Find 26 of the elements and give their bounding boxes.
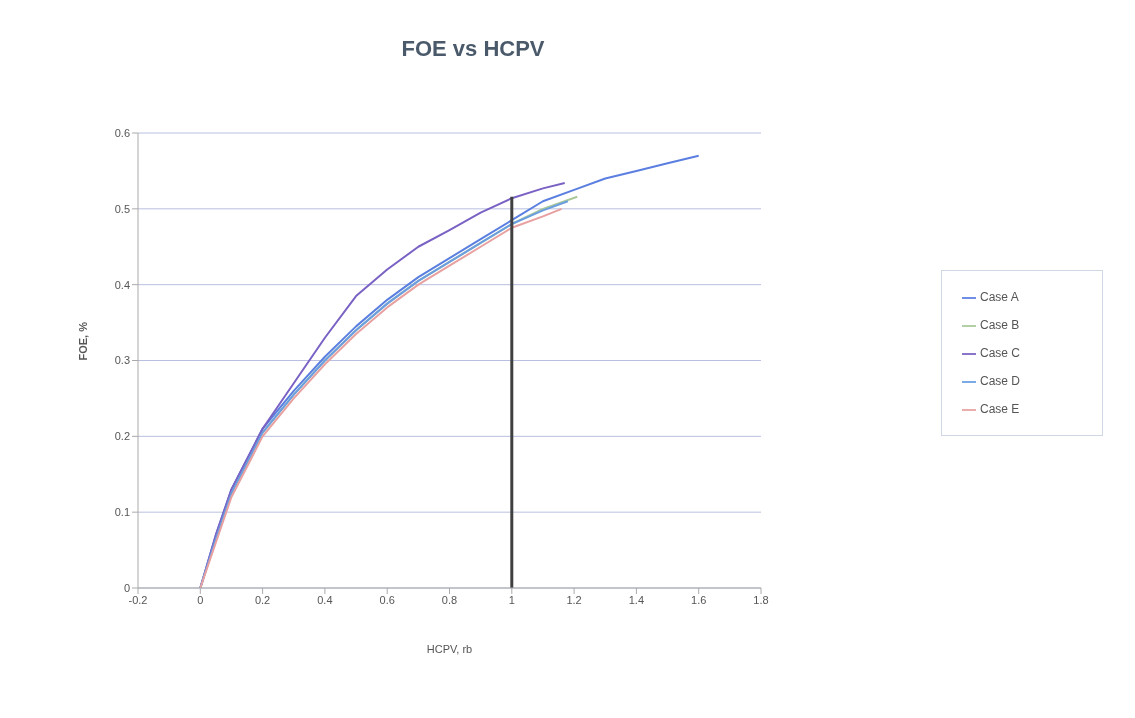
- x-tick-label: 0.6: [379, 593, 395, 606]
- x-tick-label: 0: [197, 593, 204, 606]
- y-tick-label: 0.2: [114, 430, 130, 443]
- legend-label: Case E: [980, 402, 1020, 416]
- x-tick-label: -0.2: [128, 593, 148, 606]
- legend-label: Case B: [980, 318, 1020, 332]
- y-tick-label: 0.6: [114, 126, 130, 139]
- legend-label: Case C: [980, 346, 1021, 360]
- y-tick-label: 0.3: [114, 354, 130, 367]
- legend-label: Case A: [980, 290, 1019, 304]
- x-tick-label: 1.2: [566, 593, 582, 606]
- y-tick-label: 0: [123, 581, 130, 594]
- x-tick-label: 0.4: [317, 593, 333, 606]
- x-tick-label: 1.6: [691, 593, 707, 606]
- y-tick-label: 0.5: [114, 202, 130, 215]
- y-tick-label: 0.4: [114, 278, 130, 291]
- legend-label: Case D: [980, 374, 1021, 388]
- y-axis-title: FOE, %: [76, 321, 89, 361]
- chart-title: FOE vs HCPV: [400, 36, 546, 62]
- y-tick-label: 0.1: [114, 506, 130, 519]
- x-tick-label: 1.4: [628, 593, 645, 606]
- x-axis-title: HCPV, rb: [426, 643, 473, 655]
- x-tick-label: 1: [508, 593, 515, 606]
- x-tick-label: 1.8: [753, 593, 769, 606]
- x-tick-label: 0.8: [441, 593, 458, 606]
- x-tick-label: 0.2: [254, 593, 271, 606]
